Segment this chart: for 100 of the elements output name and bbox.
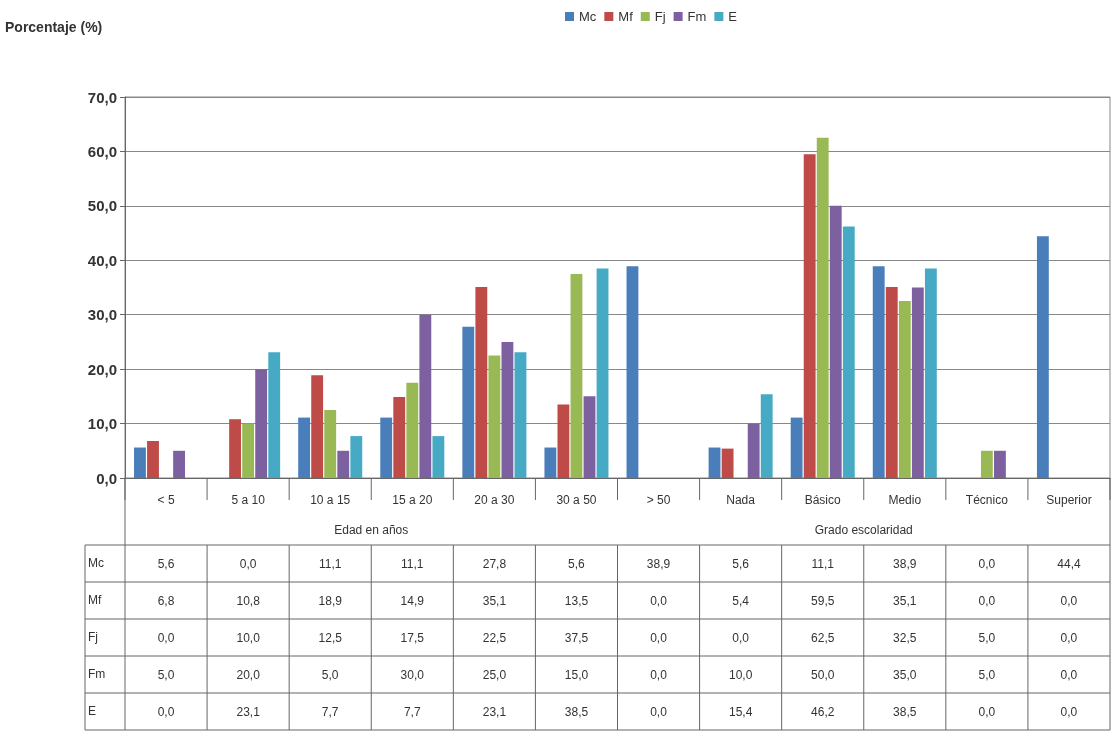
bar — [134, 447, 146, 478]
bar — [747, 423, 760, 478]
x-tick-label: Técnico — [965, 493, 1009, 507]
data-label: 0,0 — [1060, 667, 1078, 682]
data-label: 5,4 — [732, 593, 750, 608]
bar — [419, 314, 432, 478]
data-label: 0,0 — [1060, 704, 1078, 719]
data-label: 46,2 — [811, 704, 835, 719]
data-label: 7,7 — [321, 704, 339, 719]
data-label: 35,1 — [482, 593, 507, 608]
data-label: 0,0 — [978, 704, 996, 719]
x-tick-label: 15 a 20 — [392, 493, 433, 507]
x-tick-label: < 5 — [157, 493, 175, 507]
bar — [242, 423, 255, 478]
data-label: 5,6 — [157, 556, 175, 571]
data-label: 35,1 — [893, 593, 917, 608]
data-label: 11,1 — [401, 556, 424, 571]
data-label: 27,8 — [482, 556, 507, 571]
data-label: 38,5 — [564, 704, 589, 719]
data-label: 0,0 — [1060, 593, 1078, 608]
data-label: 5,0 — [978, 667, 996, 682]
data-label: 44,4 — [1057, 556, 1081, 571]
data-label: 32,5 — [893, 630, 917, 645]
data-label: 38,5 — [893, 704, 917, 719]
text: Mc — [88, 555, 104, 570]
data-label: 15,0 — [564, 667, 589, 682]
data-label: 0,0 — [157, 704, 175, 719]
x-tick-label: Nada — [726, 493, 756, 507]
data-label: 20,0 — [236, 667, 261, 682]
data-label: 6,8 — [157, 593, 175, 608]
text: Edad en años — [334, 523, 409, 537]
data-label: 0,0 — [978, 556, 996, 571]
legend-label: Fj — [654, 9, 666, 24]
data-label: 0,0 — [1060, 630, 1078, 645]
legend-label: E — [728, 9, 738, 24]
data-label: 10,8 — [236, 593, 261, 608]
bar — [721, 448, 734, 478]
x-tick-label: > 50 — [646, 493, 671, 507]
bar — [173, 450, 186, 478]
data-label: 35,0 — [893, 667, 917, 682]
data-label: 5,6 — [568, 556, 586, 571]
data-label: 0,0 — [650, 667, 668, 682]
data-label: 13,5 — [564, 593, 589, 608]
data-label: 59,5 — [811, 593, 835, 608]
legend-label: Mf — [618, 9, 634, 24]
bar — [488, 355, 501, 478]
bar — [501, 341, 514, 478]
data-label: 25,0 — [482, 667, 507, 682]
data-label: 10,0 — [728, 667, 753, 682]
bar — [406, 382, 419, 478]
bar — [544, 447, 557, 478]
y-tick-label: 70,0 — [87, 88, 117, 106]
legend-label: Fm — [687, 9, 707, 24]
bar — [626, 266, 639, 478]
data-label: 0,0 — [239, 556, 257, 571]
bar — [432, 436, 445, 478]
bar — [803, 154, 816, 478]
data-label: 0,0 — [157, 630, 175, 645]
data-label: 15,4 — [728, 704, 753, 719]
bar — [911, 287, 924, 478]
bar — [760, 394, 773, 478]
bar — [980, 450, 993, 478]
text: Fm — [88, 666, 106, 681]
bar — [268, 352, 281, 478]
bar — [298, 417, 311, 478]
x-tick-label: 20 a 30 — [474, 493, 515, 507]
y-tick-label: 60,0 — [87, 142, 117, 160]
bar — [570, 273, 583, 478]
data-label: 23,1 — [236, 704, 261, 719]
bar — [475, 286, 488, 478]
data-label: 0,0 — [978, 593, 996, 608]
text: E — [88, 703, 97, 718]
data-label: 18,9 — [318, 593, 343, 608]
text: Grado escolaridad — [814, 523, 913, 537]
y-tick-label: 0,0 — [96, 469, 117, 487]
bar — [147, 440, 159, 478]
data-label: 0,0 — [650, 704, 668, 719]
x-tick-label: 30 a 50 — [556, 493, 597, 507]
x-tick-label: Superior — [1046, 493, 1092, 507]
data-label: 14,9 — [400, 593, 425, 608]
data-label: 22,5 — [482, 630, 507, 645]
bar — [885, 286, 898, 478]
data-label: 23,1 — [482, 704, 507, 719]
bar — [872, 266, 885, 478]
bar — [514, 352, 527, 478]
data-label: 11,1 — [811, 556, 835, 571]
x-tick-label: 5 a 10 — [231, 493, 266, 507]
y-axis-title: Porcentaje (%) — [5, 19, 103, 35]
data-label: 5,0 — [157, 667, 175, 682]
bar — [337, 450, 350, 478]
bar — [708, 447, 721, 478]
data-label: 11,1 — [318, 556, 342, 571]
data-label: 38,9 — [646, 556, 671, 571]
data-label: 12,5 — [318, 630, 343, 645]
bar — [393, 396, 406, 478]
data-label: 37,5 — [564, 630, 589, 645]
bar — [596, 268, 609, 478]
text: Mf — [88, 592, 102, 607]
bar — [1036, 236, 1049, 478]
data-label: 38,9 — [893, 556, 917, 571]
